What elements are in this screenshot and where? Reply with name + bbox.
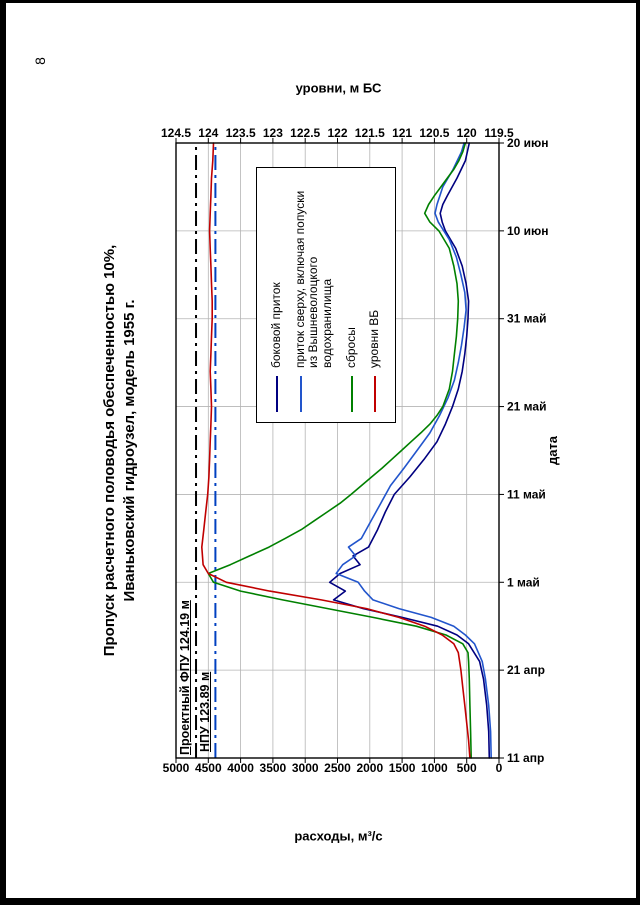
- legend-item: боковой приток: [269, 178, 284, 412]
- fpu-reference-label: Проектный ФПУ 124.19 м: [178, 600, 192, 755]
- chart-legend: боковой приток приток сверху, включая поп…: [256, 167, 396, 423]
- y-left-tick-label: 500: [457, 761, 477, 775]
- x-axis-title: дата: [545, 435, 560, 466]
- y-left-tick-label: 4000: [227, 761, 254, 775]
- x-tick-label: 10 июн: [507, 224, 549, 238]
- y-right-axis-title: уровни, м БС: [295, 80, 382, 96]
- plot-border: [175, 142, 500, 759]
- y-left-tick-labels: 0 500 1000 1500 2000 2500 3000 3500 4000 4500 5000: [163, 761, 503, 775]
- y-right-tick-label: 124.5: [161, 126, 191, 140]
- rotated-chart-canvas: Пропуск расчетного половодья обеспеченно…: [88, 63, 568, 883]
- legend-line-swatch: [373, 376, 376, 412]
- y-right-tick-label: 121: [392, 126, 412, 140]
- axis-ticks: [175, 138, 504, 763]
- y-right-tick-label: 122.5: [290, 126, 320, 140]
- x-tick-label: 11 май: [507, 487, 546, 501]
- y-left-tick-label: 1000: [421, 761, 448, 775]
- y-right-tick-label: 124: [198, 126, 218, 140]
- x-tick-label: 20 июн: [507, 136, 549, 150]
- y-right-tick-label: 121.5: [355, 126, 385, 140]
- x-tick-label: 21 апр: [507, 663, 545, 677]
- chart-title: Пропуск расчетного половодья обеспеченно…: [100, 143, 139, 758]
- legend-line-swatch: [276, 376, 279, 412]
- legend-label: приток сверху, включая попуски из Вышнев…: [292, 190, 335, 368]
- x-tick-label: 11 апр: [507, 751, 544, 765]
- y-right-tick-label: 120.5: [419, 126, 449, 140]
- y-left-tick-label: 0: [496, 761, 503, 775]
- x-tick-label: 21 май: [507, 400, 546, 414]
- y-right-tick-labels: 119.5 120 120.5 121 121.5 122 122.5 123 123.5 124…: [161, 126, 514, 140]
- series-lateral-inflow: [328, 142, 491, 759]
- legend-item: приток сверху, включая попуски из Вышнев…: [292, 178, 335, 412]
- y-right-tick-label: 120: [457, 126, 477, 140]
- legend-line-swatch: [350, 376, 353, 412]
- legend-label: уровни ВБ: [366, 309, 381, 368]
- legend-item: сбросы: [343, 178, 359, 412]
- y-right-tick-label: 119.5: [484, 126, 514, 140]
- series-reservoir-level: [201, 142, 471, 759]
- y-left-tick-label: 3000: [292, 761, 319, 775]
- y-right-tick-label: 122: [327, 126, 347, 140]
- legend-label: боковой приток: [269, 282, 284, 368]
- chart-plot: 0 500 1000 1500 2000 2500 3000 3500 4000 4500 5000…: [161, 126, 549, 775]
- legend-item: уровни ВБ: [366, 178, 382, 412]
- x-tick-labels: 11 апр 21 апр 1 май 11 май 21 май 31 май 10 ию…: [507, 136, 549, 765]
- y-right-tick-label: 123.5: [226, 126, 256, 140]
- series-upstream-inflow: [335, 142, 493, 759]
- y-left-tick-label: 3500: [260, 761, 287, 775]
- chart-title-line1: Пропуск расчетного половодья обеспеченно…: [101, 244, 118, 657]
- y-right-tick-label: 123: [263, 126, 283, 140]
- y-left-tick-label: 2000: [356, 761, 383, 775]
- npu-reference-label: НПУ 123.89 м: [198, 671, 212, 752]
- y-left-axis-title: расходы, м³/с: [294, 828, 383, 844]
- y-left-tick-label: 1500: [389, 761, 416, 775]
- y-left-tick-label: 2500: [324, 761, 351, 775]
- y-left-tick-label: 5000: [163, 761, 190, 775]
- series-releases: [207, 142, 473, 759]
- legend-line-swatch: [299, 376, 302, 412]
- legend-label: сбросы: [343, 327, 358, 368]
- page-number: 8: [31, 57, 48, 65]
- y-left-tick-label: 4500: [195, 761, 222, 775]
- x-tick-label: 1 май: [507, 575, 540, 589]
- x-tick-label: 31 май: [507, 312, 546, 326]
- chart-title-line2: Иваньковский гидроузел, модель 1955 г.: [120, 299, 138, 602]
